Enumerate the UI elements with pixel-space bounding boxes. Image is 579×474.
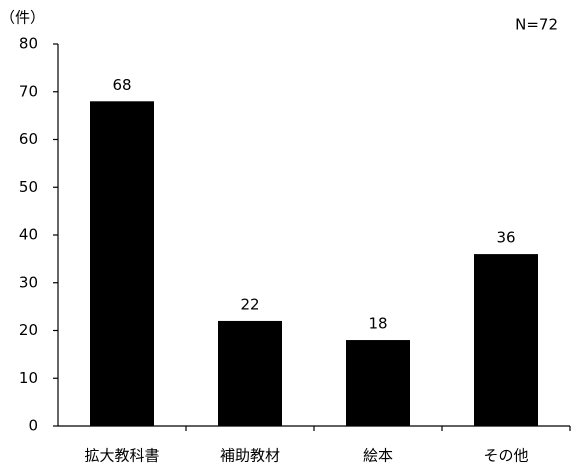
y-tick-label: 0 [28, 417, 38, 435]
bar [346, 340, 410, 426]
y-tick-label: 10 [19, 369, 38, 387]
x-tick-label: 拡大教科書 [84, 447, 159, 465]
bar [474, 254, 538, 426]
y-tick-label: 60 [19, 130, 38, 148]
y-tick-label: 20 [19, 321, 38, 339]
y-axis-label: （件） [0, 9, 45, 27]
value-label: 36 [496, 229, 515, 247]
x-tick-label: その他 [483, 447, 528, 465]
value-label: 22 [240, 295, 259, 313]
value-label: 68 [112, 76, 131, 94]
bar [218, 320, 282, 426]
x-tick-label: 補助教材 [220, 447, 280, 465]
y-tick-label: 40 [19, 226, 38, 244]
y-tick-label: 80 [19, 35, 38, 53]
y-tick-label: 30 [19, 273, 38, 291]
bar [90, 101, 154, 427]
x-tick-label: 絵本 [363, 447, 393, 465]
value-label: 18 [368, 315, 387, 333]
annotation: N=72 [515, 16, 558, 34]
y-tick-label: 50 [19, 178, 38, 196]
y-tick-label: 70 [19, 82, 38, 100]
